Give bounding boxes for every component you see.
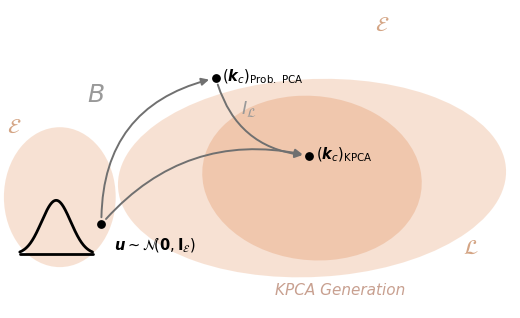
Text: $\mathcal{E}$: $\mathcal{E}$ — [7, 118, 22, 137]
Text: $I_\mathcal{L}$: $I_\mathcal{L}$ — [241, 100, 256, 119]
Text: $B$: $B$ — [87, 84, 105, 107]
Text: $(\boldsymbol{k}_c)_{\mathrm{KPCA}}$: $(\boldsymbol{k}_c)_{\mathrm{KPCA}}$ — [316, 146, 372, 164]
Text: $\mathcal{E}$: $\mathcal{E}$ — [375, 16, 389, 35]
Ellipse shape — [4, 127, 116, 267]
FancyArrowPatch shape — [106, 149, 301, 219]
FancyArrowPatch shape — [101, 79, 207, 217]
Point — [305, 153, 314, 158]
Point — [212, 75, 220, 80]
Ellipse shape — [118, 79, 506, 277]
Ellipse shape — [202, 96, 422, 260]
Text: $\boldsymbol{u} \sim \mathcal{N}\!\left(\mathbf{0}, \mathbf{I}_\mathcal{E}\right: $\boldsymbol{u} \sim \mathcal{N}\!\left(… — [114, 237, 196, 255]
Point — [97, 222, 106, 227]
Text: KPCA Generation: KPCA Generation — [276, 283, 406, 299]
FancyArrowPatch shape — [218, 85, 301, 157]
Text: $(\boldsymbol{k}_c)_{\mathrm{Prob.\ PCA}}$: $(\boldsymbol{k}_c)_{\mathrm{Prob.\ PCA}… — [222, 68, 304, 86]
Text: $\mathcal{L}$: $\mathcal{L}$ — [463, 238, 478, 258]
